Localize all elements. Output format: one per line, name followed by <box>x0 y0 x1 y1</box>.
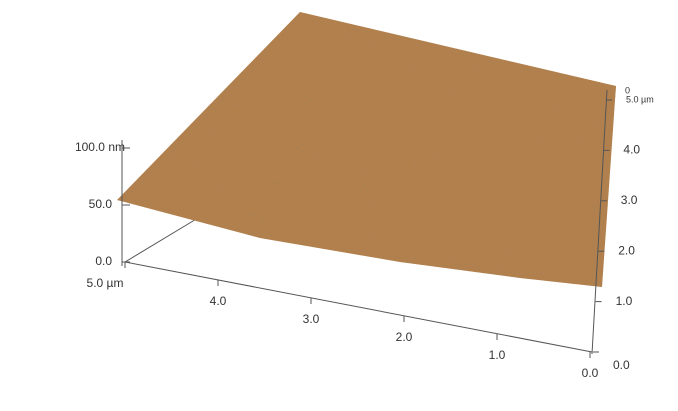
x-tick-label: 1.0 <box>489 348 506 362</box>
x-tick-label: 0.0 <box>582 366 599 380</box>
y-tick-label: 5.0 µm <box>626 94 654 104</box>
z-tick-label: 100.0 nm <box>75 140 125 154</box>
y-axis <box>591 89 608 355</box>
y-tick-label: 4.0 <box>623 143 640 157</box>
y-tick-label: 3.0 <box>621 193 638 207</box>
y-tick-label: 2.0 <box>618 243 635 257</box>
z-tick-label: 50.0 <box>89 197 113 211</box>
x-tick-label: 5.0 µm <box>87 276 124 290</box>
x-tick-label: 4.0 <box>210 294 227 308</box>
x-tick-label: 2.0 <box>396 330 413 344</box>
z-tick-label: 0.0 <box>95 254 112 268</box>
annotation: 0 <box>625 85 630 95</box>
y-tick-label: 1.0 <box>616 294 633 308</box>
y-tick-label: 0.0 <box>613 358 630 372</box>
surface <box>117 12 616 287</box>
axis-line <box>124 217 199 263</box>
x-axis <box>124 261 593 353</box>
x-tick-label: 3.0 <box>303 312 320 326</box>
